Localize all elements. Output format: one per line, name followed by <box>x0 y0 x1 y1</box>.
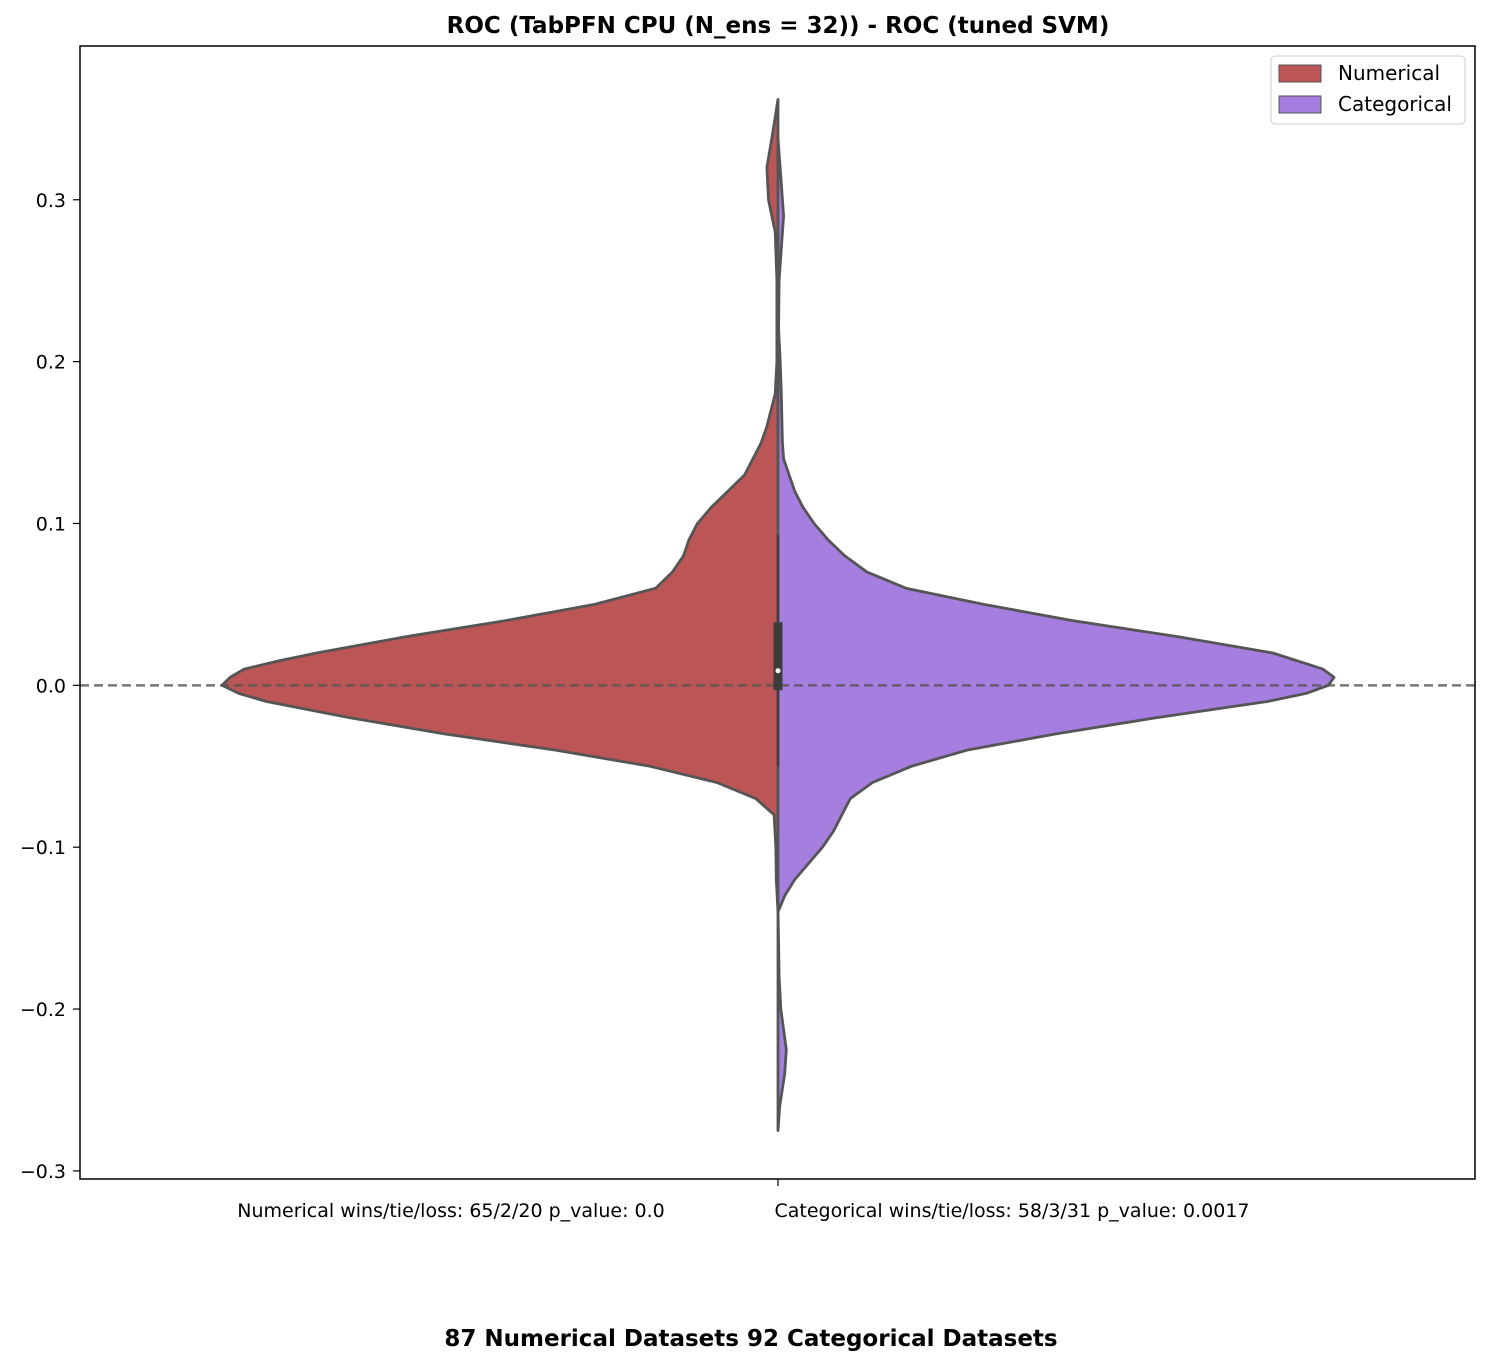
legend-swatch-numerical <box>1278 64 1322 83</box>
y-tick-label: −0.1 <box>20 837 66 859</box>
inner-box-median <box>775 668 781 674</box>
categorical-caption: Categorical wins/tie/loss: 58/3/31 p_val… <box>774 1200 1249 1222</box>
y-tick-label: 0.1 <box>36 513 66 535</box>
chart-title: ROC (TabPFN CPU (N_ens = 32)) - ROC (tun… <box>447 13 1110 39</box>
y-tick-label: −0.3 <box>20 1161 66 1183</box>
inner-box-plot <box>773 534 783 767</box>
y-tick-label: −0.2 <box>20 999 66 1021</box>
inner-box-iqr <box>773 622 783 691</box>
legend-label-categorical: Categorical <box>1338 92 1452 116</box>
y-axis: −0.3 −0.2 −0.1 0.0 0.1 0.2 0.3 <box>20 190 80 1183</box>
y-tick-label: 0.3 <box>36 190 66 212</box>
legend-swatch-categorical <box>1278 95 1322 114</box>
violins-group <box>220 98 1336 1132</box>
legend-label-numerical: Numerical <box>1338 61 1440 85</box>
x-axis-label: 87 Numerical Datasets 92 Categorical Dat… <box>444 1326 1057 1352</box>
y-tick-label: 0.0 <box>36 675 66 697</box>
numerical-caption: Numerical wins/tie/loss: 65/2/20 p_value… <box>237 1200 664 1222</box>
violin-categorical <box>776 136 1336 1132</box>
y-tick-label: 0.2 <box>36 352 66 374</box>
legend: Numerical Categorical <box>1270 55 1466 125</box>
